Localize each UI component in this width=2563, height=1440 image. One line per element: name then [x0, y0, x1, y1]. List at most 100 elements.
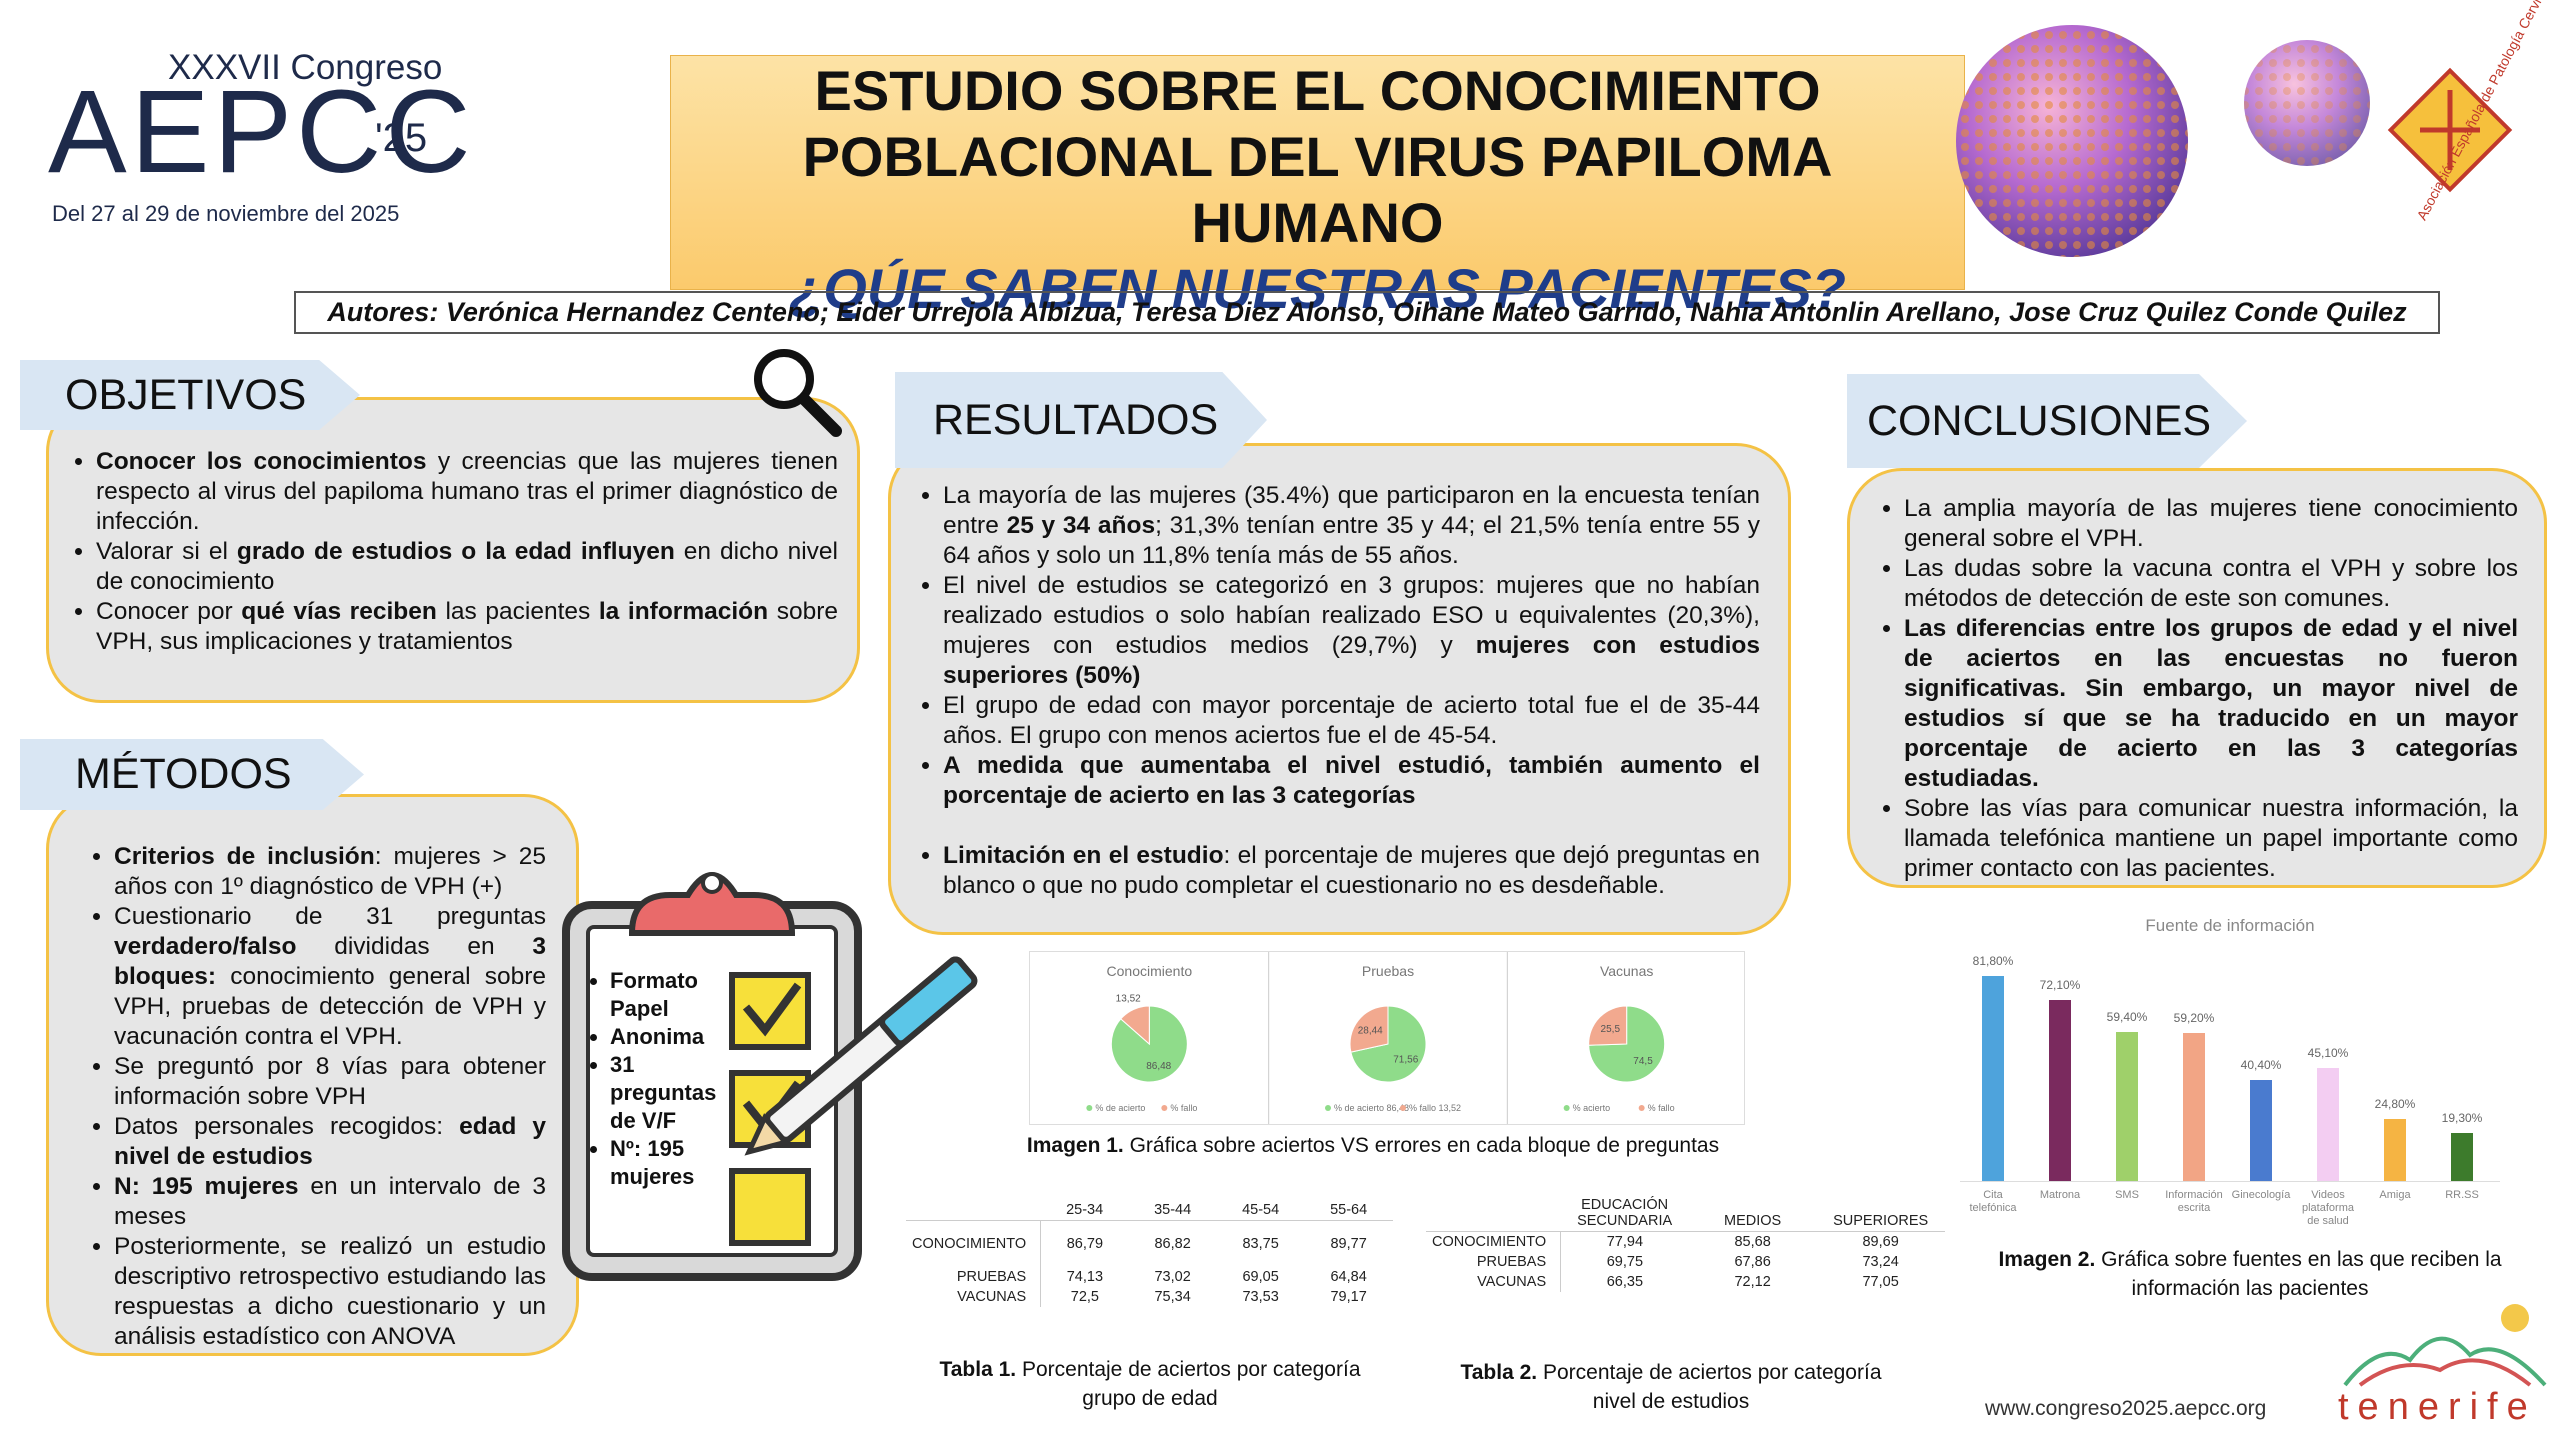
text-run: El grupo de edad con mayor porcentaje de…: [943, 692, 1760, 749]
value-label: 59,40%: [2106, 1010, 2148, 1025]
objetivos-list: Conocer los conocimientos y creencias qu…: [58, 447, 838, 657]
row-label: CONOCIMIENTO: [1426, 1231, 1562, 1252]
caption: Imagen 1. Gráfica sobre aciertos VS erro…: [973, 1131, 1773, 1160]
clipboard-item: Formato Papel: [610, 967, 738, 1023]
bar-chart: Fuente de información 81,80% Cita telefón…: [1960, 910, 2500, 1240]
text-run: Sobre las vías para comunicar nuestra in…: [1904, 795, 2518, 882]
category-label: Amiga: [2379, 1189, 2411, 1201]
section-heading: OBJETIVOS: [20, 360, 360, 430]
bullet: El grupo de edad con mayor porcentaje de…: [943, 691, 1760, 751]
column-header: 55-64: [1304, 1200, 1393, 1221]
x-axis: [1960, 1181, 2500, 1182]
bar: [2451, 1132, 2473, 1181]
category-label: RR.SS: [2445, 1189, 2479, 1201]
magnifier-icon: [754, 349, 842, 437]
text-run: en un intervalo de 3 meses: [114, 1173, 546, 1230]
slice-label: 13,52: [1116, 993, 1141, 1004]
cell: 74,13: [1066, 1268, 1104, 1285]
bullet: El nivel de estudios se categorizó en 3 …: [943, 571, 1760, 691]
text-run: Las dudas sobre la vacuna contra el VPH …: [1904, 555, 2518, 612]
text-run: Imagen 2.: [1998, 1248, 2096, 1271]
row-label: VACUNAS: [906, 1286, 1042, 1307]
header-images: [1956, 25, 2513, 257]
url: www.congreso2025.aepcc.org: [1985, 1397, 2267, 1420]
cell: 89,69: [1862, 1234, 1899, 1250]
column-header: 25-34: [1040, 1200, 1129, 1221]
bullet: Datos personales recogidos: edad y nivel…: [114, 1112, 546, 1172]
title-line: POBLACIONAL DEL VIRUS PAPILOMA HUMANO: [802, 125, 1833, 254]
row: CONOCIMIENTO 77,94 85,68 89,69: [1426, 1231, 1945, 1252]
pie-charts: Conocimiento 86,48 % de acierto 13,52 % fall…: [1029, 951, 1745, 1125]
pie-slice: [1349, 1005, 1389, 1053]
column-header: MEDIOS: [1688, 1195, 1817, 1232]
cell: 64,84: [1330, 1268, 1367, 1285]
value-label: 40,40%: [2240, 1057, 2282, 1072]
text-run: Valorar si el: [96, 538, 237, 565]
cell: 75,34: [1154, 1288, 1191, 1305]
logo-year: '25: [375, 116, 428, 160]
text-run: las pacientes: [436, 598, 599, 625]
category-label: Información escrita: [2165, 1189, 2223, 1214]
cell: 86,79: [1066, 1235, 1104, 1252]
bar: [2317, 1067, 2339, 1181]
bullet: Las dudas sobre la vacuna contra el VPH …: [1904, 554, 2518, 614]
bar: [2116, 1032, 2138, 1181]
objetivos-box: [46, 397, 860, 703]
slice-label: 74,5: [1633, 1056, 1653, 1067]
bullet: N: 195 mujeres en un intervalo de 3 mese…: [114, 1172, 546, 1232]
cell: 73,24: [1862, 1254, 1899, 1270]
text-run: La amplia mayoría de las mujeres tiene c…: [1904, 495, 2518, 552]
slice-label: 86,48: [1146, 1061, 1171, 1072]
resultados-list: La mayoría de las mujeres (35.4%) que pa…: [905, 481, 1760, 901]
text-run: : mujeres > 25 años con 1º diagnóstico d…: [114, 843, 546, 900]
chart-title: Fuente de información: [2145, 916, 2315, 935]
bullet: A medida que aumentaba el nivel estudió,…: [943, 751, 1760, 811]
text-run: La mayoría de las mujeres (35.4%) que pa…: [943, 482, 1760, 539]
header-row: 25-34 35-44 45-54 55-64: [906, 1200, 1393, 1221]
conclusiones-box: [1847, 468, 2547, 888]
metodos-box: [46, 794, 579, 1356]
cell: 72,5: [1070, 1288, 1099, 1305]
cell: 67,86: [1734, 1254, 1771, 1270]
tenerife-drawing: [2343, 1304, 2547, 1387]
bullet: Conocer por qué vías reciben las pacient…: [96, 597, 838, 657]
pie-slice: [1120, 1005, 1150, 1046]
cell: 69,75: [1606, 1254, 1644, 1270]
text-run: Las diferencias entre los grupos de edad…: [1904, 615, 2518, 792]
cell: 73,02: [1154, 1268, 1191, 1285]
column-header: 35-44: [1128, 1200, 1217, 1221]
place: tenerife: [2338, 1386, 2537, 1428]
text-run: Cuestionario de 31 preguntas: [114, 903, 546, 930]
text-run: 25 y 34 años: [1006, 512, 1156, 539]
caption: Tabla 1. Porcentaje de aciertos por cate…: [915, 1355, 1385, 1413]
title: ESTUDIO SOBRE EL CONOCIMIENTO POBLACIONA…: [670, 58, 1965, 322]
cell: 77,94: [1606, 1234, 1644, 1250]
text-run: conocimiento general sobre VPH, pruebas …: [114, 963, 546, 1050]
text-run: verdadero/falso: [114, 933, 297, 960]
conclusiones-list: La amplia mayoría de las mujeres tiene c…: [1866, 494, 2518, 884]
caption: Tabla 2. Porcentaje de aciertos por cate…: [1436, 1358, 1906, 1416]
cell: 89,77: [1330, 1235, 1367, 1252]
bullet: Limitación en el estudio: el porcentaje …: [943, 841, 1760, 901]
slice-label: 25,5: [1601, 1024, 1621, 1035]
resultados-box: [888, 443, 1791, 935]
clipboard-list: Formato PapelAnonima31 preguntas de V/FN…: [578, 967, 738, 1191]
bar: [1982, 976, 2004, 1181]
slice-label: 28,44: [1358, 1026, 1383, 1037]
cell: 69,05: [1242, 1268, 1279, 1285]
section-heading: CONCLUSIONES: [1847, 374, 2247, 468]
cell: 73,53: [1242, 1288, 1279, 1305]
text-run: Conocer los conocimientos: [96, 448, 427, 475]
text-run: en dicho nivel de conocimiento: [96, 538, 838, 595]
row-label: PRUEBAS: [906, 1266, 1042, 1287]
legend-swatch: [1563, 1105, 1570, 1111]
text-run: ; 31,3% tenían entre 35 y 44; el 21,5% t…: [943, 512, 1760, 569]
text-run: la información: [598, 598, 769, 625]
bullet: Cuestionario de 31 preguntas verdadero/f…: [114, 902, 546, 1052]
text-run: : el porcentaje de mujeres que dejó preg…: [943, 842, 1760, 899]
row-label: VACUNAS: [1426, 1272, 1562, 1292]
value-label: 45,10%: [2307, 1045, 2349, 1060]
congress: XXXVII Congreso: [168, 48, 443, 87]
clipboard-illustration: [562, 872, 978, 1281]
